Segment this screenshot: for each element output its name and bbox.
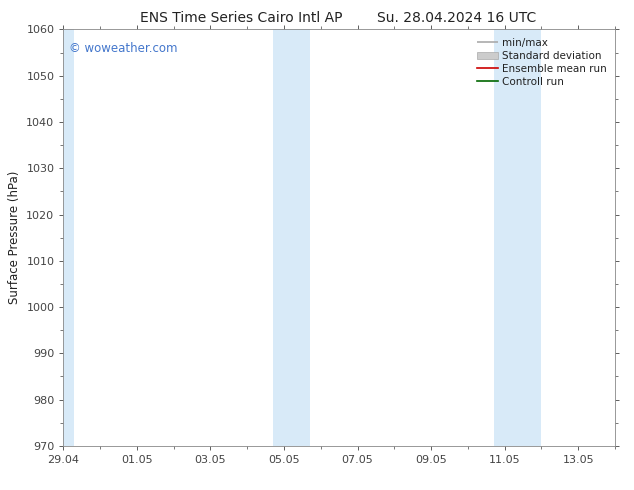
Legend: min/max, Standard deviation, Ensemble mean run, Controll run: min/max, Standard deviation, Ensemble me… (474, 35, 610, 90)
Text: Su. 28.04.2024 16 UTC: Su. 28.04.2024 16 UTC (377, 11, 536, 25)
Y-axis label: Surface Pressure (hPa): Surface Pressure (hPa) (8, 171, 21, 304)
Bar (273, 29, 310, 446)
Bar (61, 29, 74, 446)
Bar (494, 29, 541, 446)
Text: © woweather.com: © woweather.com (69, 42, 178, 55)
Text: ENS Time Series Cairo Intl AP: ENS Time Series Cairo Intl AP (139, 11, 342, 25)
